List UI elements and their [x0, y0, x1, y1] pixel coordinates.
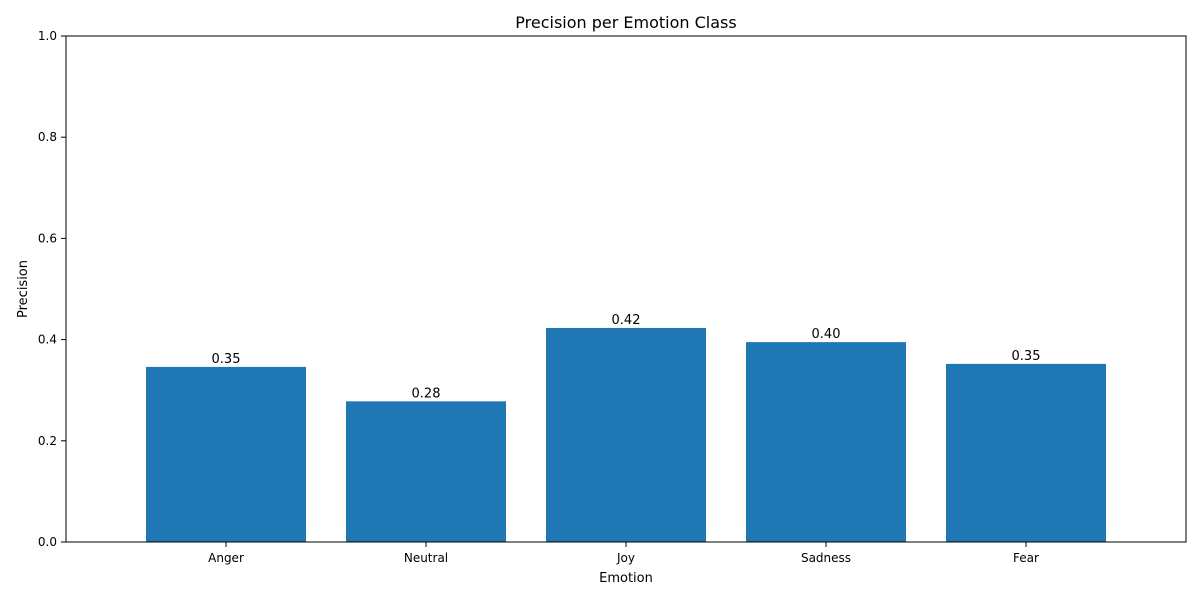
bar-joy — [546, 327, 706, 542]
x-axis-label: Emotion — [599, 571, 653, 586]
x-tick-label: Joy — [616, 551, 635, 565]
y-tick-label: 0.4 — [38, 333, 57, 347]
x-axis-ticks: Anger Neutral Joy Sadness Fear — [208, 542, 1039, 565]
bar-neutral — [346, 401, 506, 542]
x-tick-label: Fear — [1013, 551, 1039, 565]
bar-value-label: 0.28 — [412, 386, 441, 401]
y-axis-ticks: 0.0 0.2 0.4 0.6 0.8 1.0 — [38, 29, 66, 549]
x-tick-label: Sadness — [801, 551, 851, 565]
bar-value-label: 0.40 — [812, 327, 841, 342]
bar-anger — [146, 366, 306, 542]
y-tick-label: 0.6 — [38, 231, 57, 245]
bar-sadness — [746, 342, 906, 542]
y-tick-label: 0.0 — [38, 535, 57, 549]
bar-fear — [946, 363, 1106, 542]
y-axis-label: Precision — [16, 260, 31, 318]
y-tick-label: 0.8 — [38, 130, 57, 144]
bars-group — [146, 327, 1106, 542]
bar-labels-group: 0.35 0.28 0.42 0.40 0.35 — [212, 313, 1041, 401]
y-tick-label: 0.2 — [38, 434, 57, 448]
plot-frame — [65, 35, 1187, 543]
bar-value-label: 0.35 — [212, 352, 241, 367]
x-tick-label: Neutral — [404, 551, 448, 565]
x-tick-label: Anger — [208, 551, 244, 565]
bar-value-label: 0.35 — [1012, 349, 1041, 364]
chart-title: Precision per Emotion Class — [515, 13, 736, 32]
bar-value-label: 0.42 — [612, 313, 641, 328]
y-tick-label: 1.0 — [38, 29, 57, 43]
